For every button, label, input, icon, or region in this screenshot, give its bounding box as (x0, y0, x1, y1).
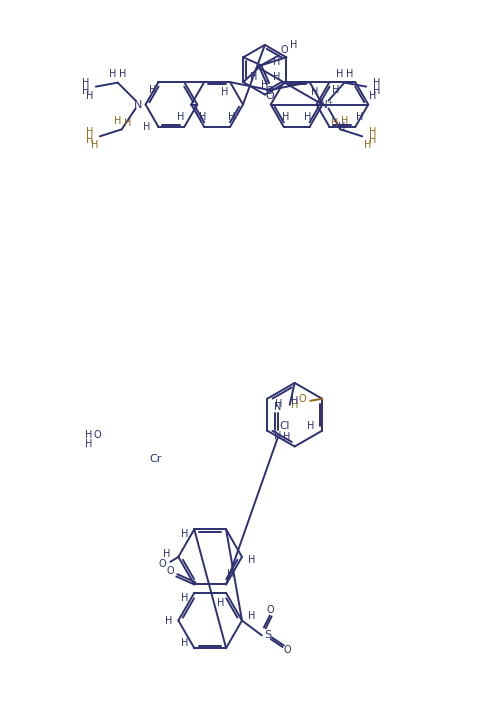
Text: H: H (86, 127, 93, 137)
Text: H: H (336, 68, 343, 79)
Text: H: H (355, 112, 363, 122)
Text: H: H (373, 86, 380, 95)
Text: H: H (304, 112, 311, 122)
Text: H: H (291, 395, 298, 406)
Text: Cl: Cl (280, 421, 290, 430)
Text: H: H (282, 112, 289, 122)
Text: H: H (368, 91, 376, 100)
Text: H: H (331, 119, 338, 129)
Text: O: O (284, 646, 292, 655)
Text: H: H (341, 116, 348, 126)
Text: H: H (181, 593, 188, 603)
Text: H: H (228, 112, 236, 122)
Text: O: O (280, 45, 288, 55)
Text: H: H (364, 140, 371, 150)
Text: H: H (86, 91, 93, 100)
Text: N: N (274, 430, 282, 441)
Text: O: O (167, 566, 174, 576)
Text: H: H (273, 57, 280, 68)
Text: O: O (159, 559, 166, 569)
Text: H: H (368, 135, 376, 145)
Text: H: H (283, 432, 290, 441)
Text: H: H (221, 87, 229, 97)
Text: H: H (248, 555, 256, 565)
Text: H: H (119, 68, 126, 79)
Text: O: O (265, 91, 274, 101)
Text: H: H (307, 421, 314, 430)
Text: H: H (82, 78, 90, 88)
Text: H: H (198, 112, 206, 122)
Text: H: H (181, 638, 188, 648)
Text: H: H (177, 112, 184, 122)
Text: H: H (165, 616, 172, 625)
Text: Cr: Cr (149, 454, 162, 465)
Text: H: H (86, 135, 93, 145)
Text: S: S (264, 630, 272, 640)
Text: H: H (143, 122, 150, 132)
Text: H: H (124, 119, 131, 129)
Text: H: H (273, 72, 280, 82)
Text: O: O (298, 394, 306, 403)
Text: H: H (85, 430, 92, 440)
Text: H: H (311, 87, 318, 97)
Text: H: H (290, 41, 298, 50)
Text: H: H (85, 438, 92, 449)
Text: H: H (82, 86, 90, 95)
Text: H: H (261, 80, 269, 89)
Text: H: H (368, 127, 376, 137)
Text: H: H (91, 140, 99, 150)
Text: H: H (291, 400, 298, 410)
Text: H: H (109, 68, 116, 79)
Text: H: H (181, 529, 188, 539)
Text: O: O (93, 430, 101, 440)
Text: N: N (274, 402, 282, 411)
Text: H: H (338, 122, 345, 132)
Text: H: H (217, 598, 225, 608)
Text: N⁺: N⁺ (320, 100, 333, 110)
Text: H: H (163, 549, 170, 559)
Text: H: H (149, 85, 156, 95)
Text: H: H (248, 611, 256, 621)
Text: H: H (250, 72, 257, 82)
Text: H: H (228, 569, 235, 579)
Text: H: H (114, 116, 121, 126)
Text: H: H (332, 85, 339, 95)
Text: H: H (373, 78, 380, 88)
Text: H: H (275, 399, 283, 409)
Text: O: O (266, 605, 274, 614)
Text: N: N (134, 100, 142, 110)
Text: H: H (346, 68, 353, 79)
Text: O: O (265, 86, 273, 96)
